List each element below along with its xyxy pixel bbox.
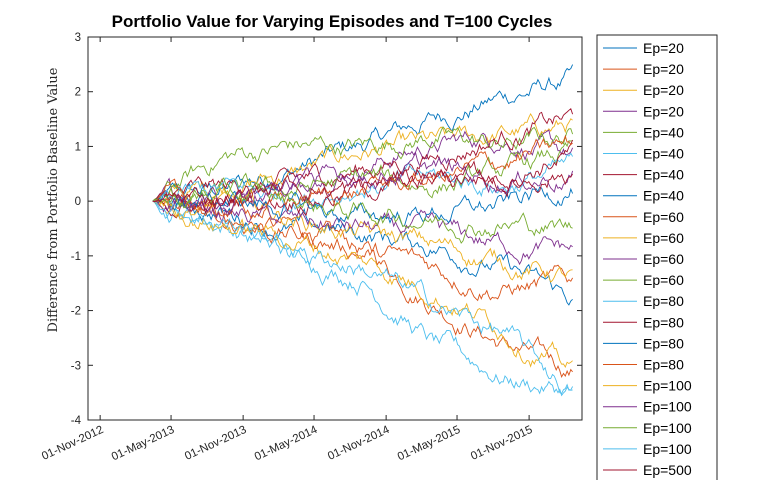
series-line-11 bbox=[152, 140, 573, 209]
y-tick-label-6: 2 bbox=[75, 87, 81, 99]
legend-entry-5: Ep=40 bbox=[643, 146, 684, 162]
legend-entry-4: Ep=40 bbox=[643, 124, 684, 140]
legend-entry-19: Ep=100 bbox=[643, 441, 692, 457]
legend-entry-1: Ep=20 bbox=[643, 61, 684, 77]
legend-entry-17: Ep=100 bbox=[643, 399, 692, 415]
y-tick-label-0: -4 bbox=[71, 415, 82, 427]
series-line-1 bbox=[152, 193, 573, 379]
series-line-15 bbox=[152, 134, 573, 220]
legend-entry-15: Ep=80 bbox=[643, 357, 684, 373]
series-line-17 bbox=[152, 151, 574, 216]
plot-area-frame bbox=[87, 36, 583, 421]
series-line-8 bbox=[152, 193, 573, 302]
series-layer bbox=[152, 64, 574, 397]
y-axis-label: Difference from Portfolio Baseline Value bbox=[46, 67, 61, 332]
series-line-6 bbox=[152, 108, 574, 202]
legend-entry-13: Ep=80 bbox=[643, 314, 684, 330]
legend-box bbox=[596, 34, 718, 480]
y-axis: -4 -3 -2 -1 0 1 2 3 bbox=[71, 32, 582, 427]
series-line-2 bbox=[152, 112, 573, 204]
legend-entry-7: Ep=40 bbox=[643, 188, 684, 204]
y-tick-label-7: 3 bbox=[75, 32, 81, 44]
y-tick-label-4: 0 bbox=[75, 196, 81, 208]
legend-entry-9: Ep=60 bbox=[643, 230, 684, 246]
legend-entry-3: Ep=20 bbox=[643, 103, 684, 119]
legend-entry-12: Ep=80 bbox=[643, 293, 684, 309]
series-line-0 bbox=[152, 64, 574, 202]
series-line-18 bbox=[152, 177, 573, 244]
series-line-20 bbox=[152, 160, 573, 207]
series-line-9 bbox=[152, 189, 573, 283]
legend-entry-14: Ep=80 bbox=[643, 335, 684, 351]
series-line-14 bbox=[152, 186, 574, 228]
series-line-19 bbox=[152, 200, 573, 395]
chart-title: Portfolio Value for Varying Episodes and… bbox=[112, 12, 553, 31]
legend: Ep=20 Ep=20 Ep=20 Ep=20 Ep=40 Ep=40 Ep=40 Ep=40… bbox=[596, 34, 718, 480]
y-tick-label-5: 1 bbox=[75, 141, 81, 153]
legend-entry-20: Ep=500 bbox=[643, 462, 692, 478]
legend-entry-6: Ep=40 bbox=[643, 167, 684, 183]
legend-entry-10: Ep=60 bbox=[643, 251, 684, 267]
legend-entry-16: Ep=100 bbox=[643, 378, 692, 394]
legend-entry-2: Ep=20 bbox=[643, 82, 684, 98]
series-line-12 bbox=[152, 152, 573, 212]
legend-entry-18: Ep=100 bbox=[643, 420, 692, 436]
y-tick-label-1: -3 bbox=[71, 360, 81, 372]
y-tick-label-3: -1 bbox=[71, 251, 81, 263]
series-line-16 bbox=[152, 200, 573, 369]
legend-entry-8: Ep=60 bbox=[643, 209, 684, 225]
legend-entry-0: Ep=20 bbox=[643, 40, 684, 56]
y-tick-label-2: -2 bbox=[71, 306, 81, 318]
legend-entry-11: Ep=60 bbox=[643, 272, 684, 288]
series-line-4 bbox=[152, 126, 574, 202]
